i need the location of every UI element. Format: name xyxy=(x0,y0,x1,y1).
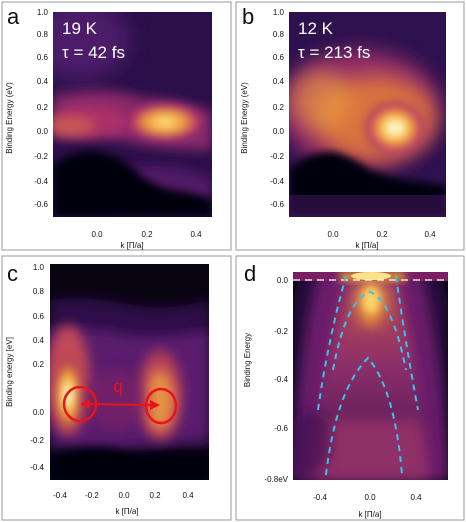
panel-a-label: a xyxy=(7,4,20,29)
panel-d-label: d xyxy=(244,261,256,286)
panel-c-yticks: 1.0 0.8 0.6 0.4 0.2 0.0 -0.2 -0.4 xyxy=(30,263,44,472)
panel-a-ytick: 0.4 xyxy=(37,77,49,86)
panel-b-ytick: -0.2 xyxy=(270,152,284,161)
panel-d-xlabel: k [Π/a] xyxy=(358,510,381,519)
panel-c-ytick: 0.4 xyxy=(33,336,45,345)
panel-c-xtick: 0.4 xyxy=(182,491,194,500)
panel-d-xtick: 0.0 xyxy=(364,493,376,502)
panel-a-xtick: 0.4 xyxy=(190,230,202,239)
panel-a-ytick: -0.2 xyxy=(34,152,48,161)
panel-c-xtick: 0.0 xyxy=(118,491,130,500)
band-dispersion-middle xyxy=(332,290,407,371)
panel-c-ytick: 1.0 xyxy=(33,263,45,272)
panel-a-xticks: 0.0 0.2 0.4 xyxy=(91,230,202,239)
panel-c-ytick: 0.2 xyxy=(33,360,45,369)
panel-a-ylabel: Binding Energy (eV) xyxy=(5,82,14,154)
panel-d-yticks: 0.0 -0.2 -0.4 -0.6 -0.8eV xyxy=(264,276,288,484)
panel-c-ytick: 0.6 xyxy=(33,312,45,321)
panel-c-xlabel: k [Π/a] xyxy=(115,507,138,516)
panel-a-xtick: 0.2 xyxy=(141,230,153,239)
nesting-circle-right xyxy=(144,387,178,425)
panel-a-annotation-tau: τ = 42 fs xyxy=(62,43,125,62)
panel-c-image xyxy=(50,264,209,480)
panel-c-ytick: -0.2 xyxy=(30,436,44,445)
panel-b-annotation-tau: τ = 213 fs xyxy=(298,43,370,62)
panel-d-image xyxy=(293,272,448,480)
nesting-vector-label: q xyxy=(113,377,122,396)
panel-b-xtick: 0.2 xyxy=(376,230,388,239)
panel-d-frame xyxy=(235,255,465,521)
panel-b-xticks: 0.0 0.2 0.4 xyxy=(327,230,436,239)
panel-a-annotation-temp: 19 K xyxy=(62,19,98,38)
panel-b-ytick: 1.0 xyxy=(273,8,285,17)
panel-d-ytick: 0.0 xyxy=(277,276,289,285)
panel-b-xtick: 0.0 xyxy=(327,230,339,239)
nesting-arrowhead-right xyxy=(150,400,160,410)
panel-a-frame xyxy=(1,1,232,251)
panel-d-ytick: -0.6 xyxy=(274,424,288,433)
panel-a-ytick: 0.8 xyxy=(37,30,49,39)
panel-d-ytick: -0.2 xyxy=(274,327,288,336)
panel-a-ytick: 0.6 xyxy=(37,53,49,62)
nesting-arrowhead-left xyxy=(80,399,90,409)
panel-b-label: b xyxy=(242,4,254,29)
band-dispersion-lower xyxy=(325,356,403,476)
panel-b-xlabel: k [Π/a] xyxy=(355,241,378,250)
panel-d-ytick: -0.4 xyxy=(274,375,288,384)
panel-c-ytick: -0.4 xyxy=(30,463,44,472)
band-dispersion-right-outer xyxy=(395,275,419,411)
panel-b-ylabel: Binding Energy (eV) xyxy=(240,82,249,154)
panel-d-ytick: -0.8eV xyxy=(264,475,288,484)
panel-b-xtick: 0.4 xyxy=(424,230,436,239)
panel-d-xtick: 0.4 xyxy=(410,493,422,502)
panel-c-label: c xyxy=(7,261,18,286)
panel-b-ytick: 0.2 xyxy=(273,103,285,112)
panel-b-image xyxy=(289,12,446,217)
nesting-vector-arrow xyxy=(87,403,153,406)
panel-c-ylabel: Binding energy [eV] xyxy=(5,337,14,407)
panel-b-ytick: -0.4 xyxy=(270,177,284,186)
panel-a-xtick: 0.0 xyxy=(91,230,103,239)
panel-a-ytick: 0.2 xyxy=(37,103,49,112)
band-dispersion-left-outer xyxy=(317,275,347,411)
panel-d-ylabel: Binding Energy xyxy=(243,333,252,387)
panel-c-xticks: -0.4 -0.2 0.0 0.2 0.4 xyxy=(53,491,194,500)
panel-b-ytick: 0.8 xyxy=(273,30,285,39)
panel-a-ytick: 0.0 xyxy=(37,127,49,136)
panel-b-ytick: 0.0 xyxy=(273,127,285,136)
panel-a-ytick: -0.6 xyxy=(34,200,48,209)
panel-d-xticks: -0.4 0.0 0.4 xyxy=(313,493,422,502)
panel-c-xtick: 0.2 xyxy=(149,491,161,500)
panel-a-xlabel: k [Π/a] xyxy=(120,241,143,250)
panel-a-ytick: 1.0 xyxy=(37,8,49,17)
panel-c-ytick: 0.0 xyxy=(33,408,45,417)
panel-c-xtick: -0.2 xyxy=(85,491,99,500)
panel-b-ytick: -0.6 xyxy=(270,200,284,209)
panel-b-annotation-temp: 12 K xyxy=(298,19,334,38)
panel-c-xtick: -0.4 xyxy=(53,491,67,500)
panel-d-xtick: -0.4 xyxy=(313,493,327,502)
panel-b-ytick: 0.6 xyxy=(273,53,285,62)
panel-c-ytick: 0.8 xyxy=(33,287,45,296)
panel-b-yticks: 1.0 0.8 0.6 0.4 0.2 0.0 -0.2 -0.4 -0.6 xyxy=(270,8,284,209)
panel-a-ytick: -0.4 xyxy=(34,177,48,186)
panel-c-frame xyxy=(1,255,232,521)
panel-b-ytick: 0.4 xyxy=(273,77,285,86)
panel-a-yticks: 1.0 0.8 0.6 0.4 0.2 0.0 -0.2 -0.4 -0.6 xyxy=(34,8,48,209)
panel-b-frame xyxy=(235,1,465,251)
panel-a-image xyxy=(53,12,212,217)
